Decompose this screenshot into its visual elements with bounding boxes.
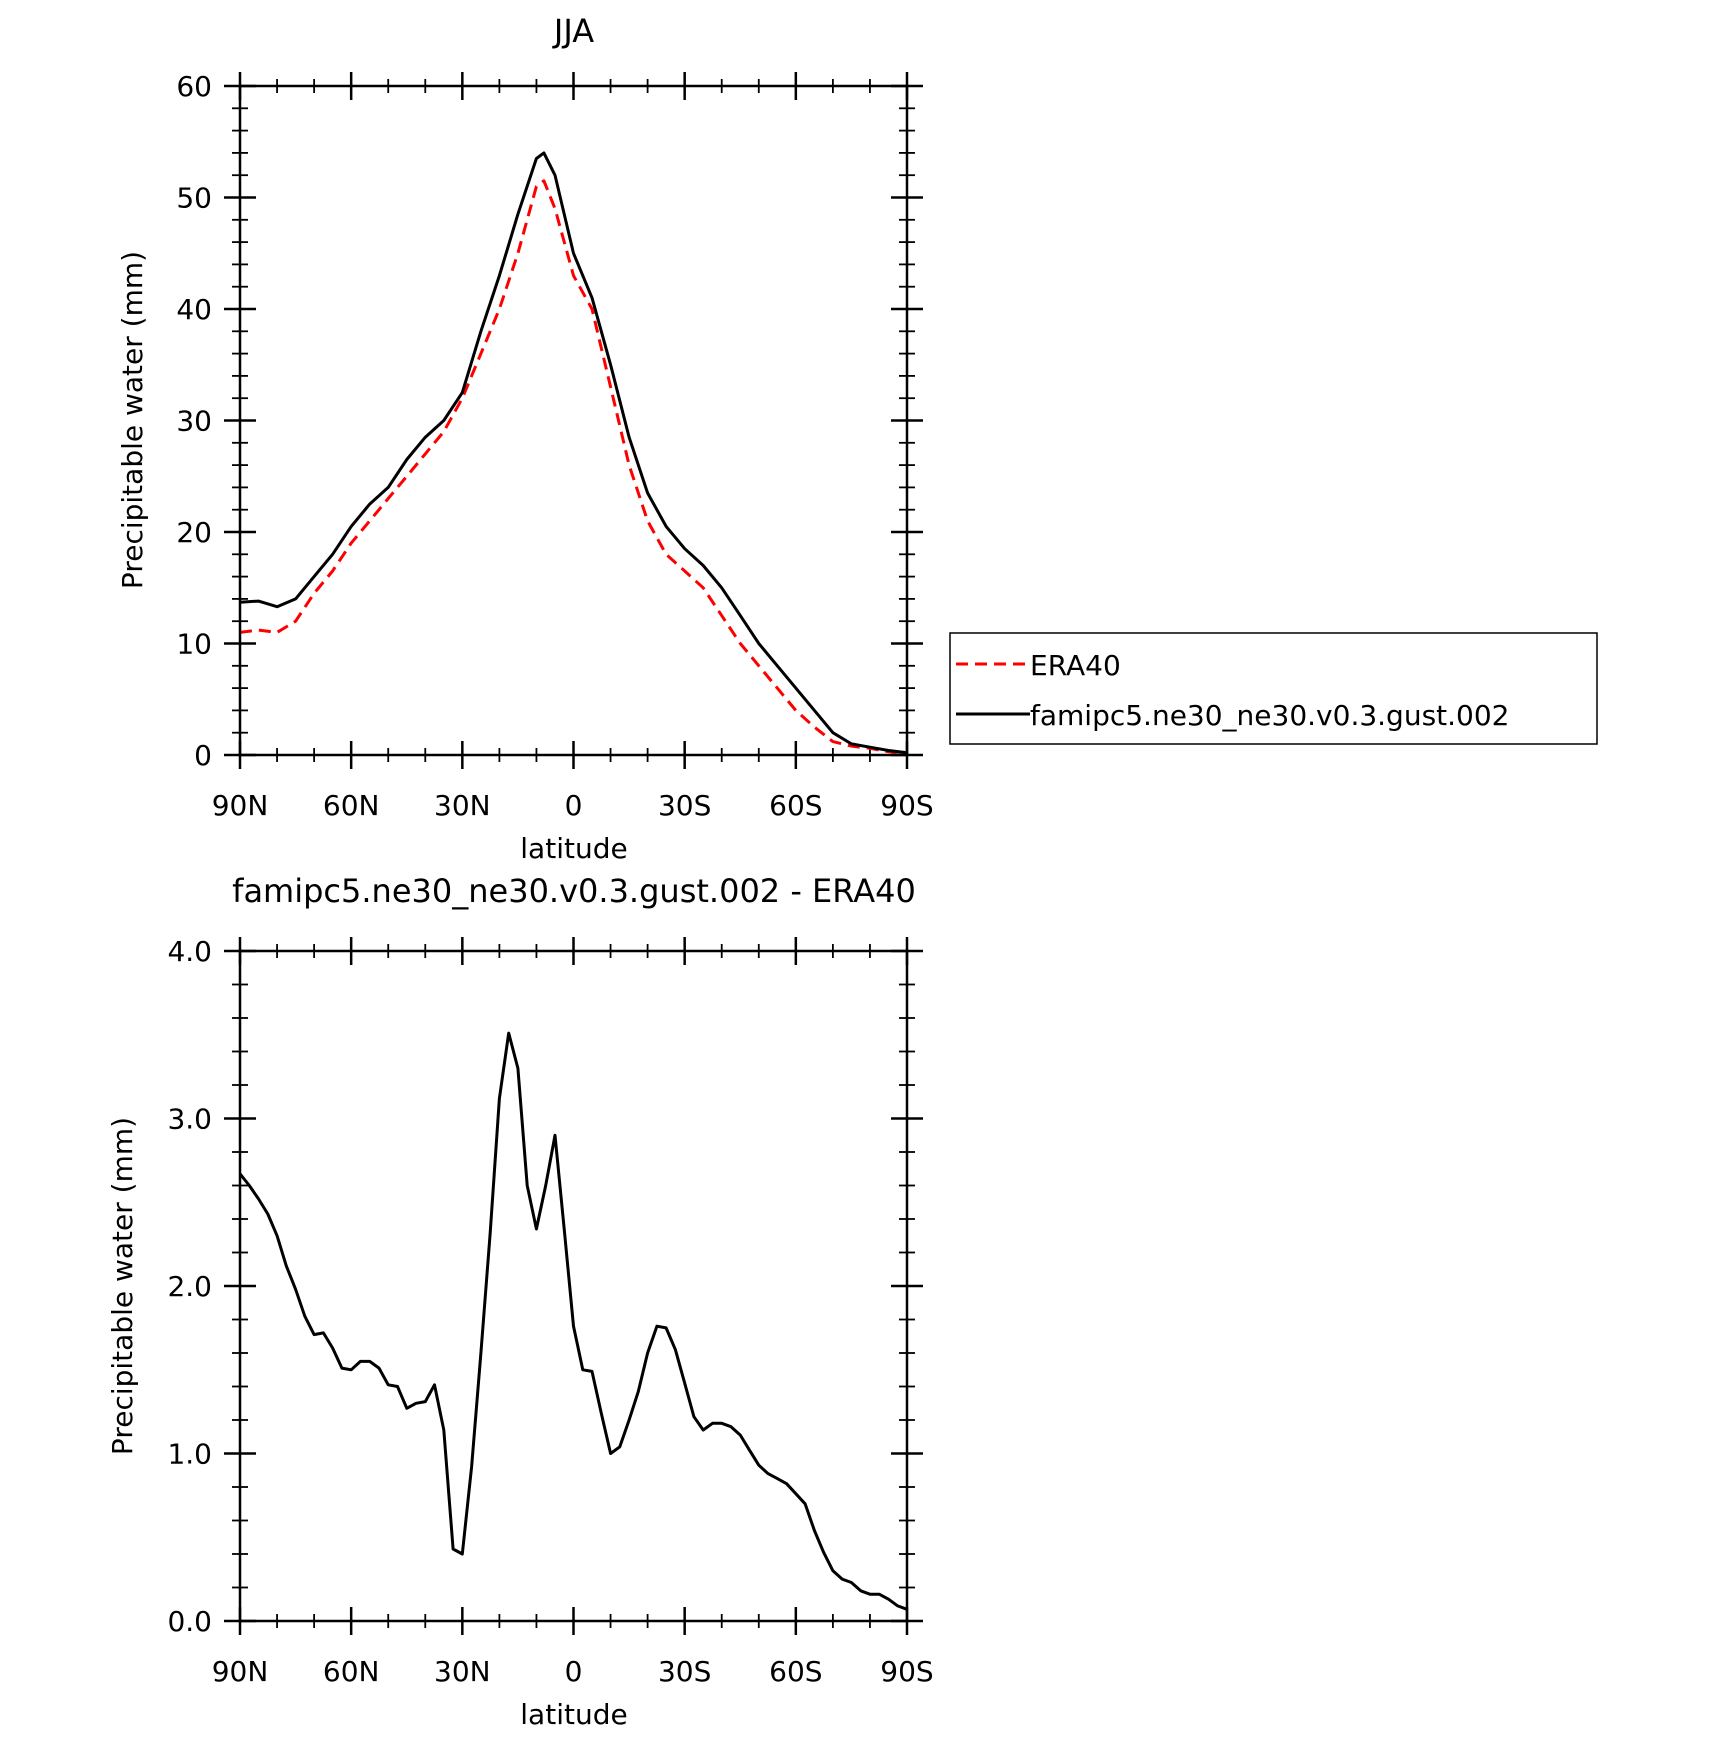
y-tick-label: 0.0 (167, 1605, 212, 1638)
panel-bottom: famipc5.ne30_ne30.v0.3.gust.002 - ERA40 … (106, 872, 934, 1731)
legend: ERA40 famipc5.ne30_ne30.v0.3.gust.002 (949, 632, 1598, 745)
x-tick-label: 60S (769, 789, 822, 822)
y-axis-label: Precipitable water (mm) (106, 1117, 139, 1455)
x-tick-label: 0 (565, 1655, 583, 1688)
x-tick-label: 60N (323, 789, 380, 822)
x-tick-label: 90S (880, 1655, 933, 1688)
y-tick-label: 20 (176, 516, 212, 549)
x-tick-label: 60N (323, 1655, 380, 1688)
y-axis-label: Precipitable water (mm) (116, 251, 149, 589)
chart-title: JJA (552, 12, 594, 50)
y-tick-label: 1.0 (167, 1438, 212, 1471)
y-tick-label: 60 (176, 70, 212, 103)
x-tick-label: 30N (434, 1655, 491, 1688)
series-line-0 (238, 1031, 908, 1611)
y-tick-label: 2.0 (167, 1270, 212, 1303)
plot-frame (238, 949, 909, 1623)
panel-top: JJA 0 10 20 30 40 50 60 90N 60N 30N 0 30S 60S 90S la… (116, 12, 1598, 865)
x-tick-label: 60S (769, 1655, 822, 1688)
y-tick-label: 3.0 (167, 1103, 212, 1136)
series-line-0 (239, 179, 908, 755)
x-tick-label: 30S (658, 1655, 711, 1688)
x-tick-label: 30S (658, 789, 711, 822)
y-tick-label: 10 (176, 628, 212, 661)
x-tick-label: 30N (434, 789, 491, 822)
plot-frame (238, 84, 909, 757)
x-tick-label: 90N (212, 789, 269, 822)
x-axis-label: latitude (520, 832, 627, 865)
x-tick-label: 90S (880, 789, 933, 822)
y-tick-label: 40 (176, 293, 212, 326)
series-line-1 (239, 151, 908, 755)
y-tick-label: 50 (176, 182, 212, 215)
legend-label-model: famipc5.ne30_ne30.v0.3.gust.002 (1030, 699, 1510, 732)
y-tick-label: 30 (176, 405, 212, 438)
x-tick-label: 0 (565, 789, 583, 822)
legend-label-era40: ERA40 (1030, 649, 1121, 682)
chart-title: famipc5.ne30_ne30.v0.3.gust.002 - ERA40 (232, 872, 916, 910)
x-axis-label: latitude (520, 1698, 627, 1731)
y-tick-label: 0 (194, 739, 212, 772)
x-tick-label: 90N (212, 1655, 269, 1688)
legend-box (949, 632, 1598, 745)
y-tick-label: 4.0 (167, 935, 212, 968)
